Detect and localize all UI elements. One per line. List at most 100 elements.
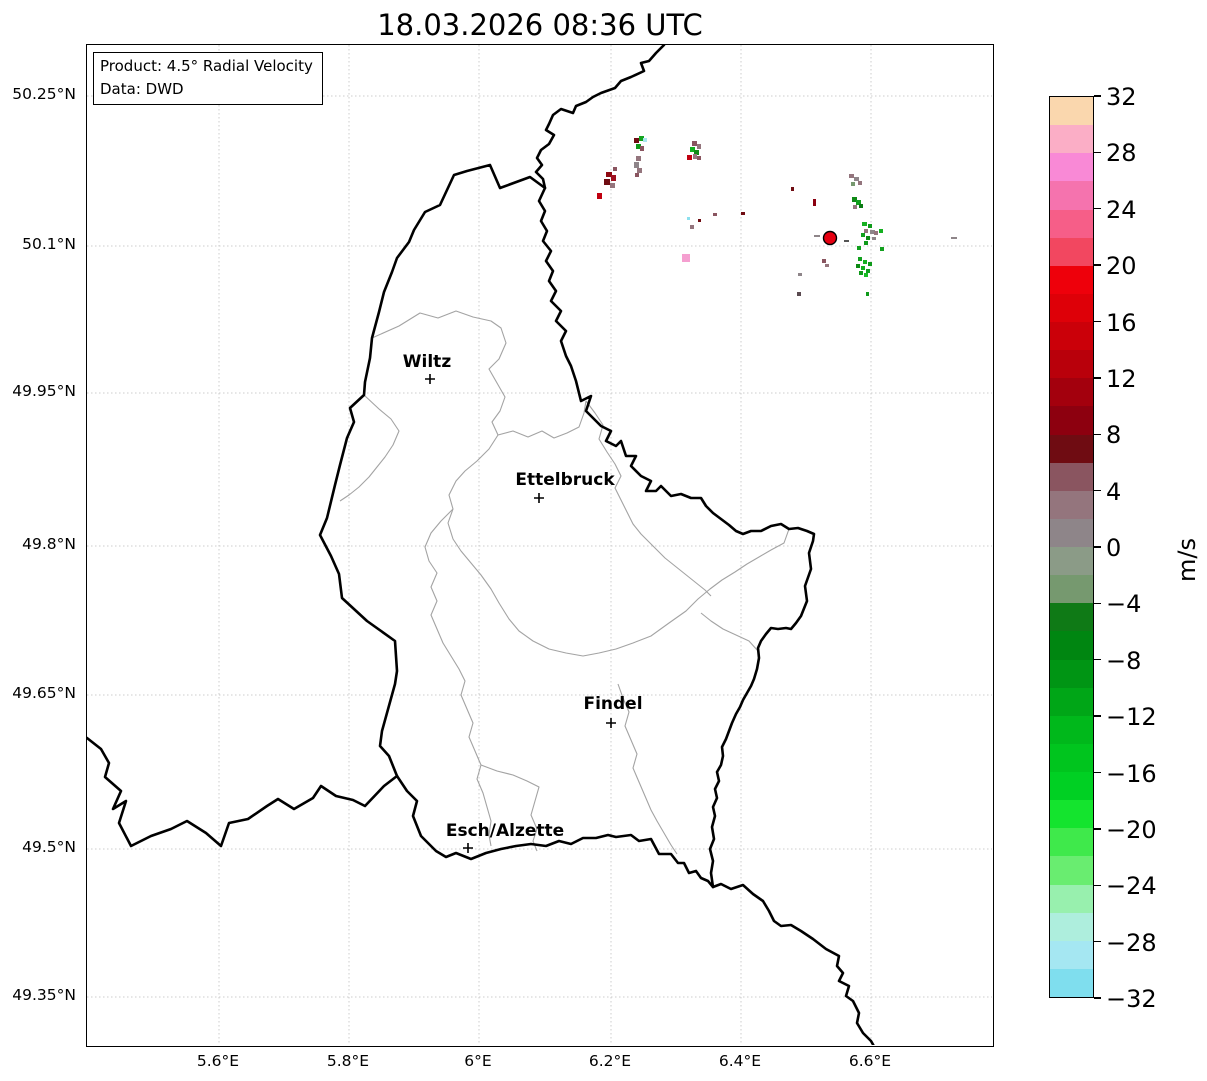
radar-pixel — [697, 144, 701, 149]
city-markers — [425, 374, 616, 853]
colorbar-segment — [1050, 940, 1093, 969]
radar-pixel — [698, 219, 701, 222]
radar-pixel — [854, 177, 859, 181]
lon-tick-label: 6°E — [464, 1052, 492, 1070]
colorbar-tick-label: 0 — [1106, 534, 1122, 562]
radar-pixel — [853, 205, 857, 209]
colorbar-tick — [1094, 208, 1101, 210]
data-source-label: Data: DWD — [100, 79, 184, 98]
city-marker-icon — [606, 718, 616, 728]
radar-pixel — [859, 204, 863, 208]
colorbar-segment — [1050, 828, 1093, 857]
colorbar-segment — [1050, 687, 1093, 716]
lon-tick-label: 5.8°E — [326, 1052, 370, 1070]
radar-pixel — [858, 181, 862, 185]
lon-tick-label: 6.2°E — [588, 1052, 632, 1070]
colorbar-tick — [1094, 377, 1101, 379]
city-marker-icon — [425, 374, 435, 384]
radar-pixel — [813, 199, 816, 206]
radar-pixel — [856, 264, 860, 268]
colorbar-tick-label: −24 — [1106, 872, 1157, 901]
radar-pixel — [858, 257, 862, 261]
radar-pixel — [863, 260, 867, 264]
gridlines — [87, 45, 992, 1045]
colorbar-segment — [1050, 265, 1093, 294]
radar-pixel — [634, 162, 639, 168]
radar-pixel — [844, 240, 849, 242]
radar-pixel — [643, 138, 647, 142]
radar-pixel — [951, 237, 957, 239]
radar-pixel — [690, 225, 694, 229]
colorbar-tick — [1094, 659, 1101, 661]
colorbar-segment — [1050, 603, 1093, 632]
colorbar-tick — [1094, 940, 1101, 943]
city-label: Ettelbruck — [515, 470, 615, 490]
radar-pixel — [637, 168, 642, 173]
colorbar-segment — [1050, 350, 1093, 379]
radar-pixel — [864, 273, 868, 277]
radar-pixel — [636, 144, 641, 149]
radar-pixel — [692, 141, 697, 146]
product-info-box: Product: 4.5° Radial Velocity Data: DWD — [93, 52, 323, 105]
canton-border-path — [480, 764, 540, 852]
city-marker-icon — [463, 843, 473, 853]
colorbar-segment — [1050, 715, 1093, 744]
radar-pixel — [791, 187, 794, 191]
radar-pixel — [693, 154, 697, 159]
colorbar-tick-label: 16 — [1106, 308, 1137, 337]
map-plot-area: Product: 4.5° Radial Velocity Data: DWD … — [86, 44, 994, 1047]
colorbar-segment — [1050, 743, 1093, 772]
colorbar-tick — [1094, 546, 1101, 548]
canton-border-path — [617, 683, 678, 855]
canton-border-path — [339, 394, 400, 502]
colorbar-segment — [1050, 153, 1093, 182]
colorbar-segment — [1050, 237, 1093, 266]
radar-pixel — [640, 146, 644, 151]
colorbar-tick — [1094, 95, 1101, 97]
radar-pixel — [741, 212, 745, 215]
colorbar-tick-label: 28 — [1106, 139, 1137, 168]
colorbar-tick — [1094, 320, 1101, 323]
lon-tick-label: 5.6°E — [196, 1052, 240, 1070]
colorbar-segment — [1050, 293, 1093, 322]
radar-pixel — [856, 200, 861, 205]
border-france-germany — [711, 882, 875, 1045]
colorbar-segment — [1050, 518, 1093, 547]
radar-pixel — [798, 273, 802, 276]
radar-pixel — [611, 175, 616, 181]
radar-pixel — [861, 233, 865, 237]
canton-border-path — [424, 508, 492, 847]
radar-pixel — [597, 193, 602, 199]
colorbar-tick-label: −32 — [1106, 985, 1157, 1013]
colorbar-segment — [1050, 631, 1093, 660]
colorbar-tick-label: −20 — [1106, 815, 1157, 844]
colorbar-segment — [1050, 97, 1093, 126]
lat-tick-label: 50.1°N — [22, 235, 76, 253]
border-belgium-germany — [534, 45, 666, 190]
radar-pixel — [866, 292, 869, 296]
national-borders — [87, 45, 875, 1045]
radar-pixel — [713, 213, 717, 216]
colorbar-tick-label: −16 — [1106, 759, 1157, 788]
radar-pixel — [797, 292, 801, 296]
radar-pixel — [639, 136, 644, 141]
radar-pixel — [859, 271, 863, 275]
radar-pixel — [687, 217, 690, 220]
colorbar-segment — [1050, 772, 1093, 801]
colorbar-segment — [1050, 378, 1093, 407]
colorbar-tick-label: −12 — [1106, 703, 1157, 732]
colorbar-tick-label: 24 — [1106, 195, 1137, 224]
radar-pixel — [866, 269, 870, 273]
canton-border-path — [447, 434, 790, 657]
canton-border-path — [371, 310, 507, 436]
radar-pixel — [868, 262, 872, 266]
colorbar-segment — [1050, 209, 1093, 238]
colorbar-tick-label: 12 — [1106, 364, 1137, 393]
colorbar-segment — [1050, 434, 1093, 463]
colorbar-segment — [1050, 800, 1093, 829]
radar-pixel — [825, 264, 829, 267]
radar-pixel — [635, 173, 639, 177]
colorbar-segment — [1050, 659, 1093, 688]
city-label: Esch/Alzette — [445, 821, 565, 841]
